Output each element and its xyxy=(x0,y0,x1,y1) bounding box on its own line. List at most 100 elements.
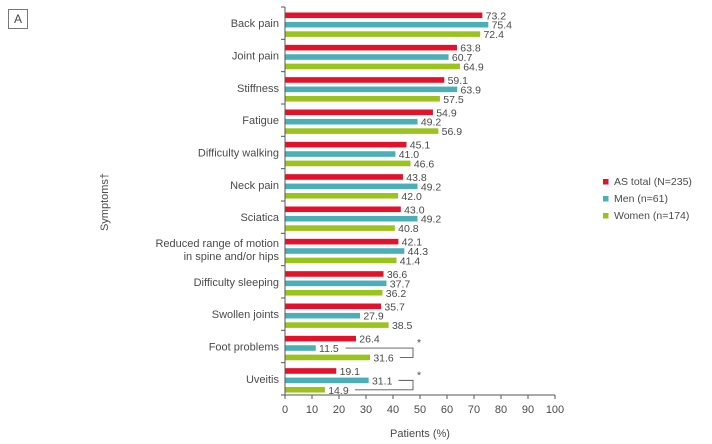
data-label-men: 44.3 xyxy=(408,246,429,258)
data-label-total: 73.2 xyxy=(486,10,507,22)
significance-asterisk: * xyxy=(417,337,421,349)
bar-women xyxy=(284,289,384,297)
bar-women xyxy=(284,321,390,329)
data-label-total: 42.1 xyxy=(402,237,423,249)
category-label: Uveitis xyxy=(246,374,280,386)
category-label: Joint pain xyxy=(232,51,279,63)
bar-women xyxy=(284,354,371,361)
category-label: Sciatica xyxy=(240,212,279,224)
bar-total xyxy=(284,367,337,375)
bar-women xyxy=(284,160,412,167)
legend: AS total (N=235) Men (n=61) Women (n=174) xyxy=(603,176,692,222)
data-label-women: 14.9 xyxy=(328,385,349,397)
data-label-men: 41.0 xyxy=(399,149,420,161)
bar-men xyxy=(284,344,317,352)
bar-total xyxy=(284,173,404,181)
data-label-total: 35.7 xyxy=(384,301,405,313)
category-label: Swollen joints xyxy=(212,309,280,321)
category-label: Back pain xyxy=(231,18,279,30)
data-label-total: 45.1 xyxy=(410,140,431,152)
bar-women xyxy=(284,30,481,38)
bar-women xyxy=(284,95,441,103)
data-label-women: 46.6 xyxy=(414,158,435,170)
bar-women xyxy=(284,386,326,394)
y-axis: Back pain Joint pain Stiffness Fatigue Diffi… xyxy=(155,6,286,396)
data-label-women: 31.6 xyxy=(373,352,394,364)
data-label-men: 49.2 xyxy=(421,117,442,129)
data-label-women: 42.0 xyxy=(401,191,422,203)
bar-men xyxy=(284,85,458,93)
legend-swatch-men xyxy=(603,196,609,202)
data-label-men: 27.9 xyxy=(363,311,384,323)
bar-women xyxy=(284,192,399,200)
x-axis: 0 10 20 30 40 50 60 70 80 90 100 xyxy=(282,394,564,416)
bar-total xyxy=(284,238,399,246)
bar-men xyxy=(284,376,370,384)
data-label-men: 75.4 xyxy=(492,20,513,32)
data-label-men: 37.7 xyxy=(390,278,411,290)
bar-total xyxy=(284,270,385,278)
bar-total xyxy=(284,205,402,213)
data-label-total: 19.1 xyxy=(340,366,361,378)
category-label: Fatigue xyxy=(242,115,279,127)
data-label-men: 11.5 xyxy=(319,343,339,355)
bar-women xyxy=(284,127,439,135)
bar-women xyxy=(284,63,461,70)
bar-women xyxy=(284,224,396,232)
bar-total xyxy=(284,108,434,116)
data-label-women: 57.5 xyxy=(443,94,464,106)
x-tick-label: 60 xyxy=(441,404,453,416)
data-label-total: 54.9 xyxy=(436,107,457,119)
data-label-men: 63.9 xyxy=(461,84,482,96)
data-label-women: 72.4 xyxy=(483,29,504,41)
bar-men xyxy=(284,312,361,320)
x-tick-label: 70 xyxy=(468,404,480,416)
data-label-men: 49.2 xyxy=(421,214,442,226)
data-label-total: 26.4 xyxy=(359,334,380,346)
bar-total xyxy=(284,335,357,343)
legend-swatch-women xyxy=(603,213,609,219)
bar-total xyxy=(284,302,382,310)
data-label-women: 64.9 xyxy=(463,61,484,73)
category-label: Foot problems xyxy=(209,342,280,354)
category-label: Difficulty walking xyxy=(198,148,279,160)
bar-men xyxy=(284,118,419,126)
significance-annotations: ** xyxy=(345,337,421,391)
data-label-women: 38.5 xyxy=(392,320,413,332)
x-tick-label: 0 xyxy=(282,404,288,416)
data-label-women: 41.4 xyxy=(400,255,421,267)
x-tick-label: 10 xyxy=(306,404,318,416)
data-label-total: 36.6 xyxy=(387,269,408,281)
data-label-total: 43.0 xyxy=(404,204,425,216)
legend-label-total: AS total (N=235) xyxy=(614,176,692,188)
bar-men xyxy=(284,279,388,287)
bars-layer: 73.2 63.8 59.1 54.9 45.1 43.8 43.0 42.1 36.6 35.7… xyxy=(284,10,513,397)
category-label: Stiffness xyxy=(237,83,279,95)
bar-men xyxy=(284,53,450,61)
x-tick-label: 30 xyxy=(360,404,372,416)
legend-label-men: Men (n=61) xyxy=(614,193,668,205)
bar-men xyxy=(284,247,405,255)
panel-label: A xyxy=(8,9,28,29)
x-tick-label: 20 xyxy=(333,404,345,416)
data-label-total: 43.8 xyxy=(406,172,427,184)
data-label-women: 40.8 xyxy=(398,223,419,235)
bar-total xyxy=(284,141,408,149)
bar-men xyxy=(284,150,396,158)
bar-total xyxy=(284,44,458,52)
data-label-men: 49.2 xyxy=(421,181,442,193)
x-axis-title: Patients (%) xyxy=(390,428,450,440)
x-tick-label: 100 xyxy=(546,404,564,416)
bar-men xyxy=(284,215,419,223)
category-label: Difficulty sleeping xyxy=(194,277,279,289)
data-label-total: 59.1 xyxy=(448,75,469,87)
x-tick-label: 80 xyxy=(495,404,507,416)
x-tick-label: 90 xyxy=(522,404,534,416)
data-label-men: 31.1 xyxy=(372,375,393,387)
category-label: Neck pain xyxy=(230,180,279,192)
data-label-total: 63.8 xyxy=(460,43,481,55)
data-label-men: 60.7 xyxy=(452,52,473,64)
data-label-women: 36.2 xyxy=(386,288,407,300)
category-label: Reduced range of motion xyxy=(155,238,279,250)
legend-swatch-total xyxy=(603,179,609,185)
